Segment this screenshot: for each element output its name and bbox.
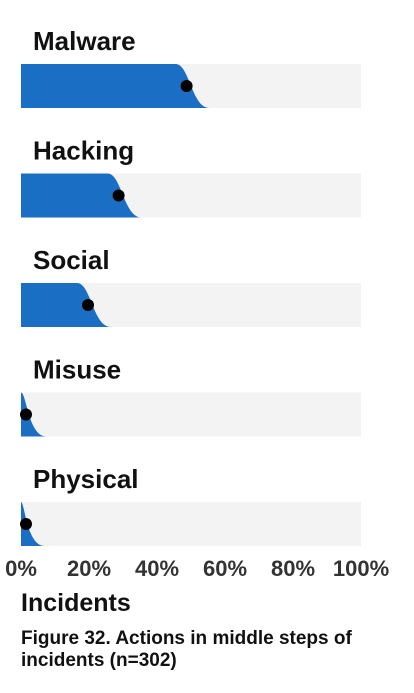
- point-malware: [180, 80, 193, 92]
- x-tick-label: 0%: [5, 556, 37, 581]
- category-label-social: Social: [33, 245, 110, 275]
- category-label-malware: Malware: [33, 26, 136, 56]
- point-hacking: [112, 189, 125, 202]
- row-malware: Malware: [21, 26, 361, 108]
- x-tick-label: 100%: [333, 556, 389, 581]
- bar-track-physical: [21, 502, 361, 546]
- x-tick-label: 20%: [67, 556, 111, 581]
- chart-rows: Malware Hacking Social Misuse Physical: [20, 26, 361, 546]
- x-axis-title: Incidents: [21, 589, 131, 617]
- bar-misuse: [21, 392, 47, 437]
- bar-physical: [21, 502, 45, 546]
- row-social: Social: [21, 245, 361, 327]
- category-label-physical: Physical: [33, 464, 139, 494]
- row-hacking: Hacking: [21, 136, 361, 218]
- point-misuse: [20, 408, 32, 421]
- bar-malware: [21, 64, 210, 108]
- point-social: [82, 299, 94, 311]
- category-label-hacking: Hacking: [33, 136, 134, 166]
- bar-social: [21, 283, 111, 327]
- point-physical: [20, 518, 32, 530]
- bar-hacking: [21, 173, 142, 218]
- x-tick-label: 40%: [135, 556, 179, 581]
- x-tick-label: 60%: [203, 556, 247, 581]
- x-tick-label: 80%: [271, 556, 315, 581]
- row-misuse: Misuse: [20, 355, 361, 437]
- bar-track-misuse: [21, 392, 361, 437]
- figure-caption: Figure 32. Actions in middle steps of in…: [21, 628, 352, 671]
- x-axis-ticks: 0% 20% 40% 60% 80% 100%: [5, 556, 389, 581]
- row-physical: Physical: [20, 464, 361, 546]
- category-label-misuse: Misuse: [33, 355, 121, 385]
